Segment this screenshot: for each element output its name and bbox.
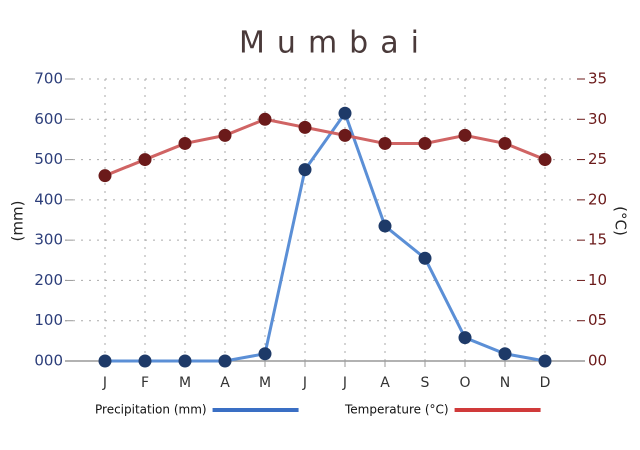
chart-title: Mumbai — [239, 26, 431, 61]
data-point — [298, 163, 312, 177]
y-tick-label: 000 — [34, 352, 63, 370]
data-point — [418, 251, 432, 265]
x-tick-label: J — [342, 375, 347, 391]
data-point — [258, 347, 272, 361]
data-point — [138, 153, 152, 167]
x-tick-label: A — [380, 375, 390, 391]
y-tick-label: 100 — [34, 311, 63, 329]
x-tick-label: J — [102, 375, 107, 391]
x-tick-label: O — [459, 375, 470, 391]
data-point — [498, 136, 512, 150]
data-point — [498, 347, 512, 361]
data-point — [98, 169, 112, 183]
data-point — [418, 136, 432, 150]
series-line — [105, 110, 546, 363]
y2-tick-label: 05 — [588, 311, 607, 329]
data-point — [338, 128, 352, 142]
data-point — [138, 354, 152, 368]
data-point — [538, 354, 552, 368]
y-axis-label: (mm) — [9, 201, 27, 242]
data-point — [538, 153, 552, 167]
y-tick-label: 300 — [34, 231, 63, 249]
y2-tick-label: 15 — [588, 231, 607, 249]
x-tick-label: A — [220, 375, 230, 391]
y-tick-label: 600 — [34, 110, 63, 128]
data-point — [178, 136, 192, 150]
x-tick-label: D — [540, 375, 551, 391]
data-point — [458, 331, 472, 345]
x-tick-label: N — [500, 375, 510, 391]
data-point — [178, 354, 192, 368]
series-line — [104, 117, 546, 178]
x-tick-label: S — [421, 375, 430, 391]
x-tick-label: J — [302, 375, 307, 391]
data-point — [378, 219, 392, 233]
y2-tick-label: 30 — [588, 110, 607, 128]
legend-label: Temperature (°C) — [344, 403, 449, 417]
y-tick-label: 200 — [34, 271, 63, 289]
y-tick-label: 500 — [34, 150, 63, 168]
x-tick-label: M — [259, 375, 271, 391]
data-point — [458, 128, 472, 142]
data-point — [338, 106, 352, 120]
data-point — [218, 128, 232, 142]
data-point — [218, 354, 232, 368]
y2-axis-label: (°C) — [612, 206, 630, 236]
y2-tick-label: 20 — [588, 190, 607, 208]
y-tick-label: 700 — [34, 70, 63, 88]
y-tick-label: 400 — [34, 190, 63, 208]
y2-tick-label: 25 — [588, 150, 607, 168]
data-point — [98, 354, 112, 368]
x-tick-label: F — [141, 375, 149, 391]
data-point — [378, 136, 392, 150]
y2-tick-label: 10 — [588, 271, 607, 289]
x-tick-label: M — [179, 375, 191, 391]
data-point — [298, 120, 312, 134]
y2-tick-label: 00 — [588, 352, 607, 370]
data-point — [258, 112, 272, 126]
legend-label: Precipitation (mm) — [95, 403, 207, 417]
y2-tick-label: 35 — [588, 70, 607, 88]
